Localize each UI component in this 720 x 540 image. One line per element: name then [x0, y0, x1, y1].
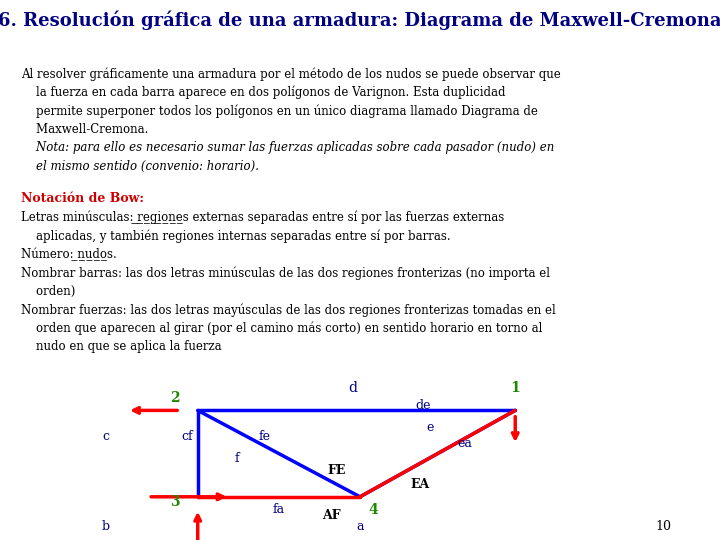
Text: 4: 4 — [369, 503, 378, 517]
Text: 3: 3 — [171, 495, 180, 509]
Text: c: c — [102, 430, 109, 443]
Text: f: f — [234, 453, 239, 465]
Text: e: e — [427, 421, 434, 434]
Text: fe: fe — [258, 430, 271, 443]
Text: EA: EA — [411, 478, 430, 491]
Text: d: d — [348, 381, 357, 395]
Text: 1: 1 — [510, 381, 520, 395]
Text: b: b — [102, 519, 110, 532]
Text: 10: 10 — [655, 519, 672, 532]
Text: a: a — [356, 519, 364, 532]
Text: Al resolver gráficamente una armadura por el método de los nudos se puede observ: Al resolver gráficamente una armadura po… — [22, 68, 561, 136]
Text: Letras minúsculas: ̲r̲e̲g̲i̲o̲n̲e̲s externas separadas entre sí por las fuerzas : Letras minúsculas: ̲r̲e̲g̲i̲o̲n̲e̲s exte… — [22, 210, 556, 353]
Text: Notación de Bow:: Notación de Bow: — [22, 192, 144, 205]
Text: 2: 2 — [171, 392, 180, 406]
Text: fa: fa — [273, 503, 285, 516]
Text: Nota: para ello es necesario sumar las fuerzas aplicadas sobre cada pasador (nud: Nota: para ello es necesario sumar las f… — [22, 141, 554, 172]
Text: 6. Resolución gráfica de una armadura: Diagrama de Maxwell-Cremona: 6. Resolución gráfica de una armadura: D… — [0, 10, 720, 30]
Text: FE: FE — [328, 464, 346, 477]
Text: ea: ea — [457, 437, 472, 450]
Text: AF: AF — [323, 509, 341, 522]
Text: de: de — [415, 399, 431, 411]
Text: cf: cf — [181, 430, 193, 443]
